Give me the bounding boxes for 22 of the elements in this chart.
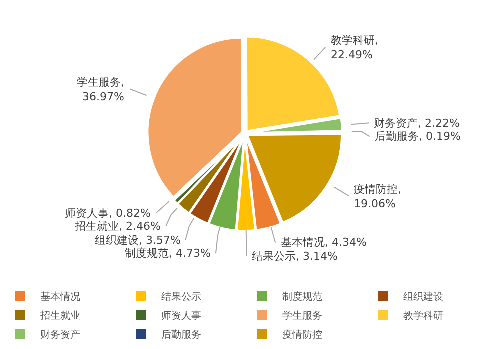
legend-label: 疫情防控 — [282, 329, 322, 342]
data-label: 招生就业, 2.46% — [74, 220, 161, 233]
legend-label: 财务资产 — [40, 329, 80, 342]
data-label: 组织建设, 3.57% — [95, 234, 181, 247]
legend-label: 师资人事 — [162, 310, 202, 322]
data-label: 结果公示, 3.14% — [252, 250, 338, 263]
legend-label: 结果公示 — [162, 291, 202, 304]
data-label: 学生服务, 36.97% — [77, 76, 124, 104]
data-label: 后勤服务, 0.19% — [375, 130, 461, 143]
data-label: 教学科研, 22.49% — [331, 34, 378, 62]
legend-label: 组织建设 — [404, 291, 444, 304]
legend-label: 后勤服务 — [162, 329, 202, 342]
data-label: 疫情防控, 19.06% — [354, 183, 402, 210]
data-label: 制度规范, 4.73% — [125, 247, 211, 260]
legend-label: 基本情况 — [40, 291, 80, 304]
data-label: 财务资产, 2.22% — [374, 117, 460, 130]
legend-label: 学生服务 — [282, 310, 322, 322]
legend-label: 招生就业 — [40, 310, 80, 322]
data-label: 基本情况, 4.34% — [281, 236, 367, 249]
data-label: 师资人事, 0.82% — [65, 207, 151, 220]
legend-label: 教学科研 — [404, 310, 444, 322]
legend-label: 制度规范 — [282, 291, 322, 304]
